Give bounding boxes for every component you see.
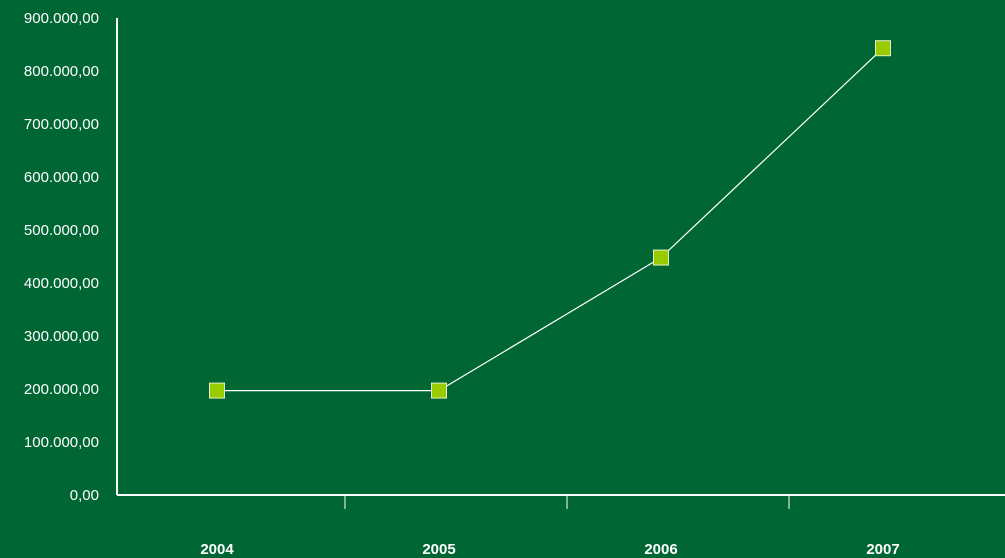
y-tick-label: 400.000,00	[24, 275, 99, 292]
y-tick-label: 0,00	[70, 487, 99, 504]
data-point-marker	[875, 40, 891, 57]
x-tick-label: 2007	[866, 541, 899, 558]
y-tick-label: 500.000,00	[24, 222, 99, 239]
y-tick-label: 900.000,00	[24, 10, 99, 27]
data-point-marker	[431, 382, 447, 399]
y-tick-label: 800.000,00	[24, 63, 99, 80]
y-tick-label: 200.000,00	[24, 381, 99, 398]
data-point-marker	[653, 249, 669, 266]
x-tick-label: 2004	[200, 541, 234, 558]
y-axis-tick-labels: 0,00 100.000,00 200.000,00 300.000,00 400.00…	[24, 10, 99, 504]
series-group	[209, 40, 891, 399]
data-point-marker	[209, 382, 225, 399]
y-tick-label: 100.000,00	[24, 434, 99, 451]
series-line	[217, 47, 884, 392]
x-tick-label: 2006	[644, 541, 677, 558]
y-tick-label: 300.000,00	[24, 328, 99, 345]
x-axis-tick-labels: 2004 2005 2006 2007	[200, 541, 899, 558]
x-axis-tick-marks	[344, 495, 790, 509]
x-tick-label: 2005	[422, 541, 455, 558]
y-tick-label: 600.000,00	[24, 169, 99, 186]
y-tick-label: 700.000,00	[24, 116, 99, 133]
